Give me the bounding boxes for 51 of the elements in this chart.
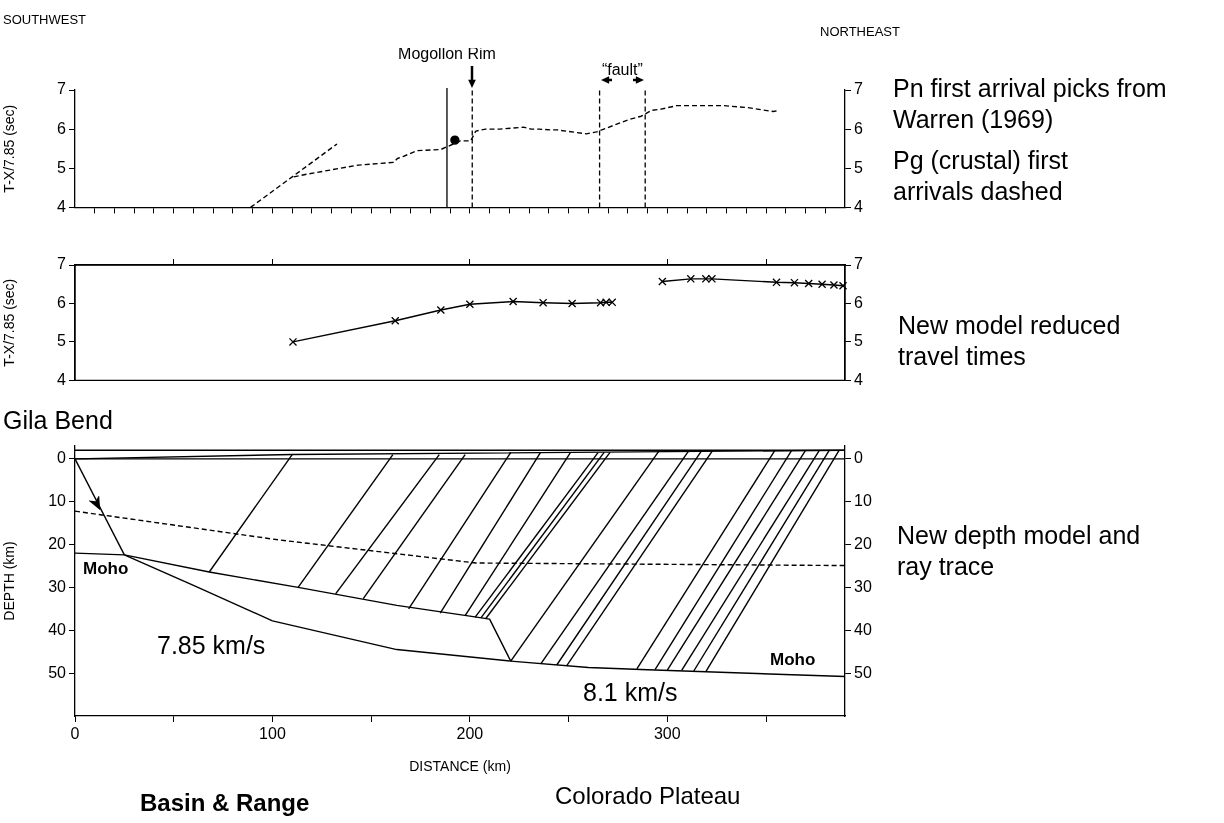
x-tick-label: 200 [456, 725, 484, 743]
y-tick-label: 7 [57, 80, 67, 98]
y-axis-title: T-X/7.85 (sec) [1, 104, 18, 193]
y-tick-label: 6 [57, 119, 67, 137]
text: Gila Bend [3, 405, 114, 436]
y-tick-label: 30 [48, 577, 67, 595]
annotation: Moho [770, 649, 817, 671]
y-axis-title: T-X/7.85 (sec) [1, 278, 18, 367]
text: Pg (crustal) first arrivals dashed [893, 145, 1070, 208]
y-tick-label: 5 [57, 158, 67, 176]
y2-tick-label: 7 [854, 255, 863, 273]
y2-tick-label: 4 [854, 197, 863, 215]
y-tick-label: 6 [57, 293, 67, 311]
y-axis-title: DEPTH (km) [1, 541, 18, 621]
y2-tick-label: 7 [854, 80, 863, 98]
text: SOUTHWEST [3, 12, 88, 29]
y2-tick-label: 6 [854, 293, 863, 311]
text: New model reduced travel times [898, 310, 1122, 373]
text: Pn first arrival picks from Warren (1969) [893, 73, 1168, 136]
text: “fault” [600, 60, 644, 80]
y-tick-label: 0 [57, 449, 67, 467]
x-tick-label: 100 [259, 725, 286, 743]
y-tick-label: 10 [48, 492, 67, 510]
annotation: 8.1 km/s [583, 677, 679, 708]
x-tick-label: 0 [70, 725, 80, 743]
y-tick-label: 20 [48, 534, 67, 552]
y2-tick-label: 0 [854, 449, 863, 467]
ref-line-label: Mogollon Rim [398, 45, 496, 63]
y2-tick-label: 30 [854, 577, 872, 595]
y-tick-label: 50 [48, 663, 67, 681]
y-tick-label: 4 [57, 197, 67, 215]
y2-tick-label: 50 [854, 663, 872, 681]
y2-tick-label: 5 [854, 332, 863, 350]
y2-tick-label: 6 [854, 119, 863, 137]
y-tick-label: 4 [57, 370, 67, 388]
text: NORTHEAST [820, 24, 901, 41]
x-tick-label: 300 [653, 725, 681, 743]
annotation: 7.85 km/s [157, 630, 267, 661]
annotation: Moho [83, 558, 130, 580]
y-tick-label: 40 [48, 620, 67, 638]
y2-tick-label: 10 [854, 492, 872, 510]
x-axis-title: DISTANCE (km) [409, 758, 511, 775]
y2-tick-label: 5 [854, 158, 863, 176]
text: Basin & Range [140, 788, 311, 818]
y2-tick-label: 40 [854, 620, 872, 638]
text: New depth model and ray trace [897, 520, 1142, 583]
y2-tick-label: 4 [854, 370, 863, 388]
y2-tick-label: 20 [854, 534, 872, 552]
y-tick-label: 5 [57, 332, 67, 350]
y-tick-label: 7 [57, 255, 67, 273]
text: Colorado Plateau [555, 781, 742, 811]
